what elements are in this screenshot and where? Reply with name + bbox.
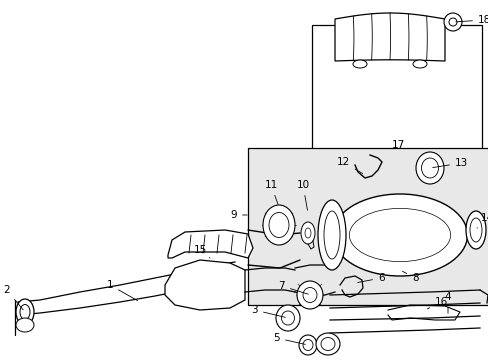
Ellipse shape bbox=[315, 333, 339, 355]
Text: 15: 15 bbox=[193, 245, 209, 258]
Ellipse shape bbox=[415, 152, 443, 184]
Ellipse shape bbox=[20, 305, 30, 320]
Ellipse shape bbox=[296, 281, 323, 309]
Text: 14: 14 bbox=[476, 213, 488, 228]
Ellipse shape bbox=[268, 212, 288, 238]
Polygon shape bbox=[168, 230, 252, 258]
Text: 2: 2 bbox=[3, 285, 23, 310]
Text: 10: 10 bbox=[296, 180, 309, 210]
Text: 6: 6 bbox=[357, 273, 384, 283]
Ellipse shape bbox=[298, 335, 316, 355]
Ellipse shape bbox=[263, 205, 294, 245]
Text: 9: 9 bbox=[230, 210, 247, 220]
Bar bbox=[311, 25, 481, 155]
Text: 3: 3 bbox=[251, 305, 285, 318]
Ellipse shape bbox=[305, 228, 310, 238]
Ellipse shape bbox=[348, 208, 450, 262]
Ellipse shape bbox=[412, 60, 426, 68]
Text: 16: 16 bbox=[427, 297, 447, 309]
Text: 7: 7 bbox=[278, 281, 308, 294]
Text: 5: 5 bbox=[273, 333, 305, 345]
Ellipse shape bbox=[332, 194, 467, 276]
Ellipse shape bbox=[317, 200, 346, 270]
Polygon shape bbox=[164, 260, 244, 310]
Ellipse shape bbox=[421, 158, 438, 178]
Bar bbox=[247, 148, 488, 305]
Text: 17: 17 bbox=[390, 140, 404, 150]
Text: 12: 12 bbox=[336, 157, 362, 174]
Ellipse shape bbox=[469, 218, 481, 242]
Ellipse shape bbox=[16, 318, 34, 332]
Ellipse shape bbox=[303, 339, 312, 351]
Ellipse shape bbox=[465, 211, 485, 249]
Text: 1: 1 bbox=[106, 280, 137, 301]
Ellipse shape bbox=[324, 211, 339, 259]
Text: 18: 18 bbox=[455, 15, 488, 25]
Circle shape bbox=[443, 13, 461, 31]
Ellipse shape bbox=[320, 338, 334, 351]
Ellipse shape bbox=[352, 60, 366, 68]
Text: 13: 13 bbox=[432, 158, 468, 168]
Polygon shape bbox=[334, 13, 444, 61]
Ellipse shape bbox=[303, 288, 316, 302]
Ellipse shape bbox=[301, 222, 314, 244]
Ellipse shape bbox=[275, 305, 299, 331]
Text: 8: 8 bbox=[402, 271, 418, 283]
Text: 11: 11 bbox=[264, 180, 278, 204]
Ellipse shape bbox=[281, 311, 294, 325]
Circle shape bbox=[448, 18, 456, 26]
Text: 4: 4 bbox=[444, 292, 450, 313]
Ellipse shape bbox=[16, 299, 34, 325]
